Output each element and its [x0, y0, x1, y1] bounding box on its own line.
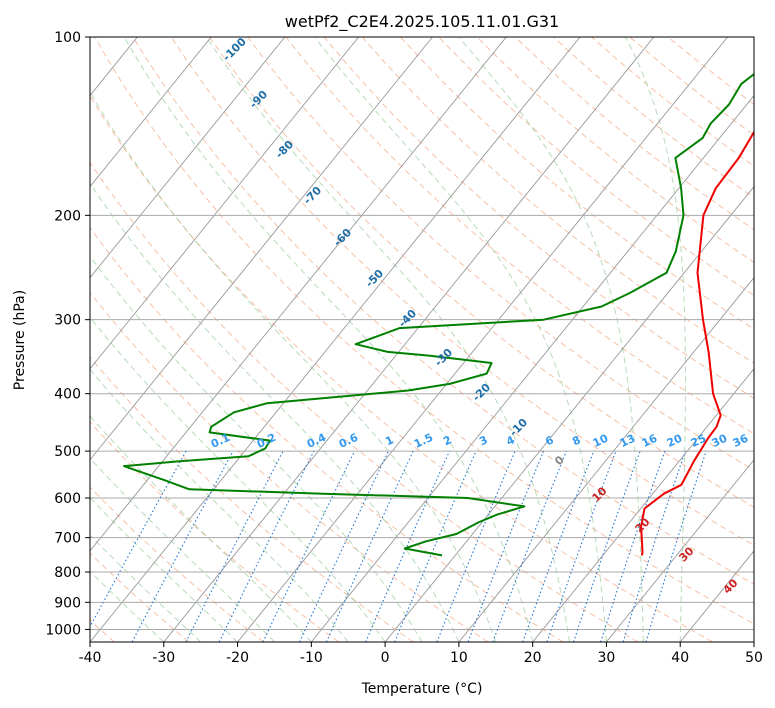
dry-adiabat-line — [90, 552, 190, 642]
x-tick-label: -30 — [152, 650, 175, 666]
isotherm-line — [90, 37, 360, 370]
plot-background — [90, 37, 754, 642]
dry-adiabat-line — [94, 37, 754, 625]
x-tick-label: 50 — [745, 650, 763, 666]
mixing-ratio-line — [436, 450, 516, 642]
mixing-ratio-line — [546, 450, 617, 642]
y-axis-label: Pressure (hPa) — [12, 290, 28, 390]
isotherm-line — [753, 641, 754, 642]
moist-adiabat-line — [90, 457, 275, 642]
moist-adiabat-line — [90, 496, 238, 642]
moist-adiabat-line — [90, 91, 497, 642]
mixing-ratio-line — [622, 450, 686, 642]
moist-adiabat-line — [90, 316, 386, 642]
moist-adiabat-line — [625, 37, 686, 642]
isotherm-line — [606, 459, 754, 642]
isotherm-line — [90, 37, 507, 552]
x-tick-label: 40 — [671, 650, 689, 666]
mixing-ratio-label: 25 — [689, 432, 708, 450]
x-tick-label: 20 — [524, 650, 542, 666]
y-tick-label: 200 — [54, 208, 81, 224]
x-tick-label: 0 — [381, 650, 390, 666]
isotherm-line — [310, 94, 754, 642]
y-tick-label: 1000 — [45, 622, 81, 638]
isotherm-line — [237, 37, 728, 642]
mixing-ratio-label: 13 — [618, 432, 637, 450]
x-axis-label: Temperature (°C) — [361, 681, 483, 697]
profile-lines — [123, 72, 754, 557]
isotherm-line — [384, 185, 754, 642]
mixing-ratio-line — [185, 450, 284, 642]
x-tick-label: -20 — [226, 650, 249, 666]
y-tick-label: 600 — [54, 491, 81, 507]
moist-adiabat-line — [458, 37, 644, 642]
mixing-ratio-label: 30 — [710, 432, 730, 450]
dry-adiabat-line — [209, 37, 754, 508]
background-lines — [0, 37, 754, 642]
isotherm-line — [90, 37, 433, 461]
y-tick-label: 700 — [54, 531, 81, 547]
mixing-ratio-label: 16 — [640, 432, 660, 450]
dry-adiabat-line — [90, 95, 713, 642]
dry-adiabat-line — [132, 37, 754, 585]
y-tick-label: 300 — [54, 313, 81, 329]
x-tick-label: -40 — [79, 650, 102, 666]
mixing-ratio-line — [90, 450, 187, 628]
moist-adiabat-line — [205, 37, 571, 642]
mixing-ratio-line — [572, 450, 641, 642]
dry-adiabat-line — [361, 37, 754, 364]
moist-adiabat-line — [90, 368, 349, 642]
isotherm-line — [163, 37, 655, 642]
dry-adiabat-line — [90, 291, 489, 642]
y-tick-label: 400 — [54, 387, 81, 403]
x-tick-label: 30 — [598, 650, 616, 666]
dry-adiabat-line — [90, 161, 639, 642]
temperature-line — [640, 130, 754, 556]
moist-adiabat-line — [314, 37, 607, 642]
axis-ticks: -40 -30 -20 -10 0 10 20 30 40 50 1000 900 800 700 600 5… — [45, 30, 763, 666]
dry-adiabat-line — [90, 421, 339, 642]
dewpoint-line — [123, 72, 754, 557]
mixing-ratio-label: 36 — [731, 432, 751, 450]
mixing-ratio-label: 10 — [591, 432, 611, 450]
moist-adiabat-line — [90, 570, 165, 642]
mixing-ratio-line — [467, 450, 545, 642]
isotherm-line — [90, 37, 286, 279]
mixing-ratio-line — [218, 450, 315, 642]
y-tick-label: 100 — [54, 30, 81, 46]
x-tick-label: 10 — [450, 650, 468, 666]
y-tick-label: 500 — [54, 444, 81, 460]
chart-title: wetPf2_C2E4.2025.105.11.01.G31 — [285, 12, 559, 32]
mixing-ratio-line — [522, 450, 595, 642]
mixing-ratio-line — [394, 450, 477, 642]
mixing-ratio-label: 20 — [665, 432, 685, 450]
mixing-ratio-line — [365, 450, 451, 642]
moist-adiabat-line — [90, 534, 202, 642]
y-tick-label: 800 — [54, 565, 81, 581]
mixing-ratio-line — [600, 450, 666, 642]
isotherm-line — [532, 368, 754, 642]
isotherm-line — [90, 37, 581, 642]
dry-adiabat-line — [438, 37, 754, 296]
moist-adiabat-line — [123, 37, 534, 642]
mixing-ratio-line — [492, 450, 567, 642]
y-tick-label: 900 — [54, 595, 81, 611]
plot-frame — [89, 36, 755, 643]
dry-adiabat-line — [90, 226, 564, 642]
mixing-ratio-line — [131, 450, 234, 642]
isotherm-line — [458, 276, 754, 642]
x-tick-label: -10 — [300, 650, 323, 666]
isotherm-line — [90, 37, 212, 188]
isotherm-line — [0, 37, 64, 642]
dry-adiabat-line — [400, 37, 754, 330]
mixing-ratio-line — [645, 450, 707, 642]
